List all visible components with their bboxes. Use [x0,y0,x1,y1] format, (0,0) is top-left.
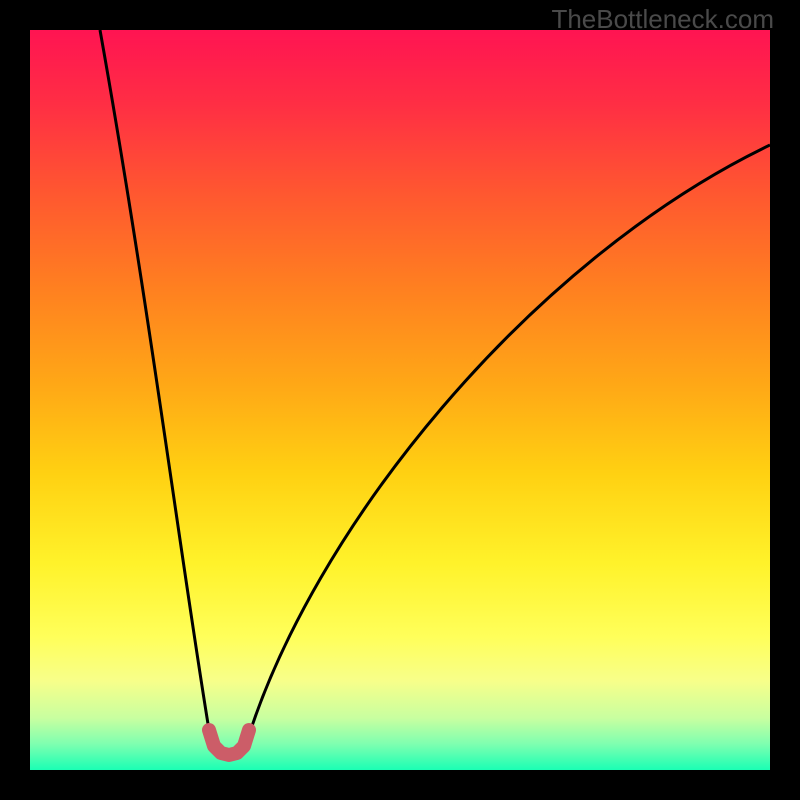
gradient-background [30,30,770,770]
chart-root: TheBottleneck.com [0,0,800,800]
watermark-text: TheBottleneck.com [551,4,774,35]
plot-area [30,30,770,770]
